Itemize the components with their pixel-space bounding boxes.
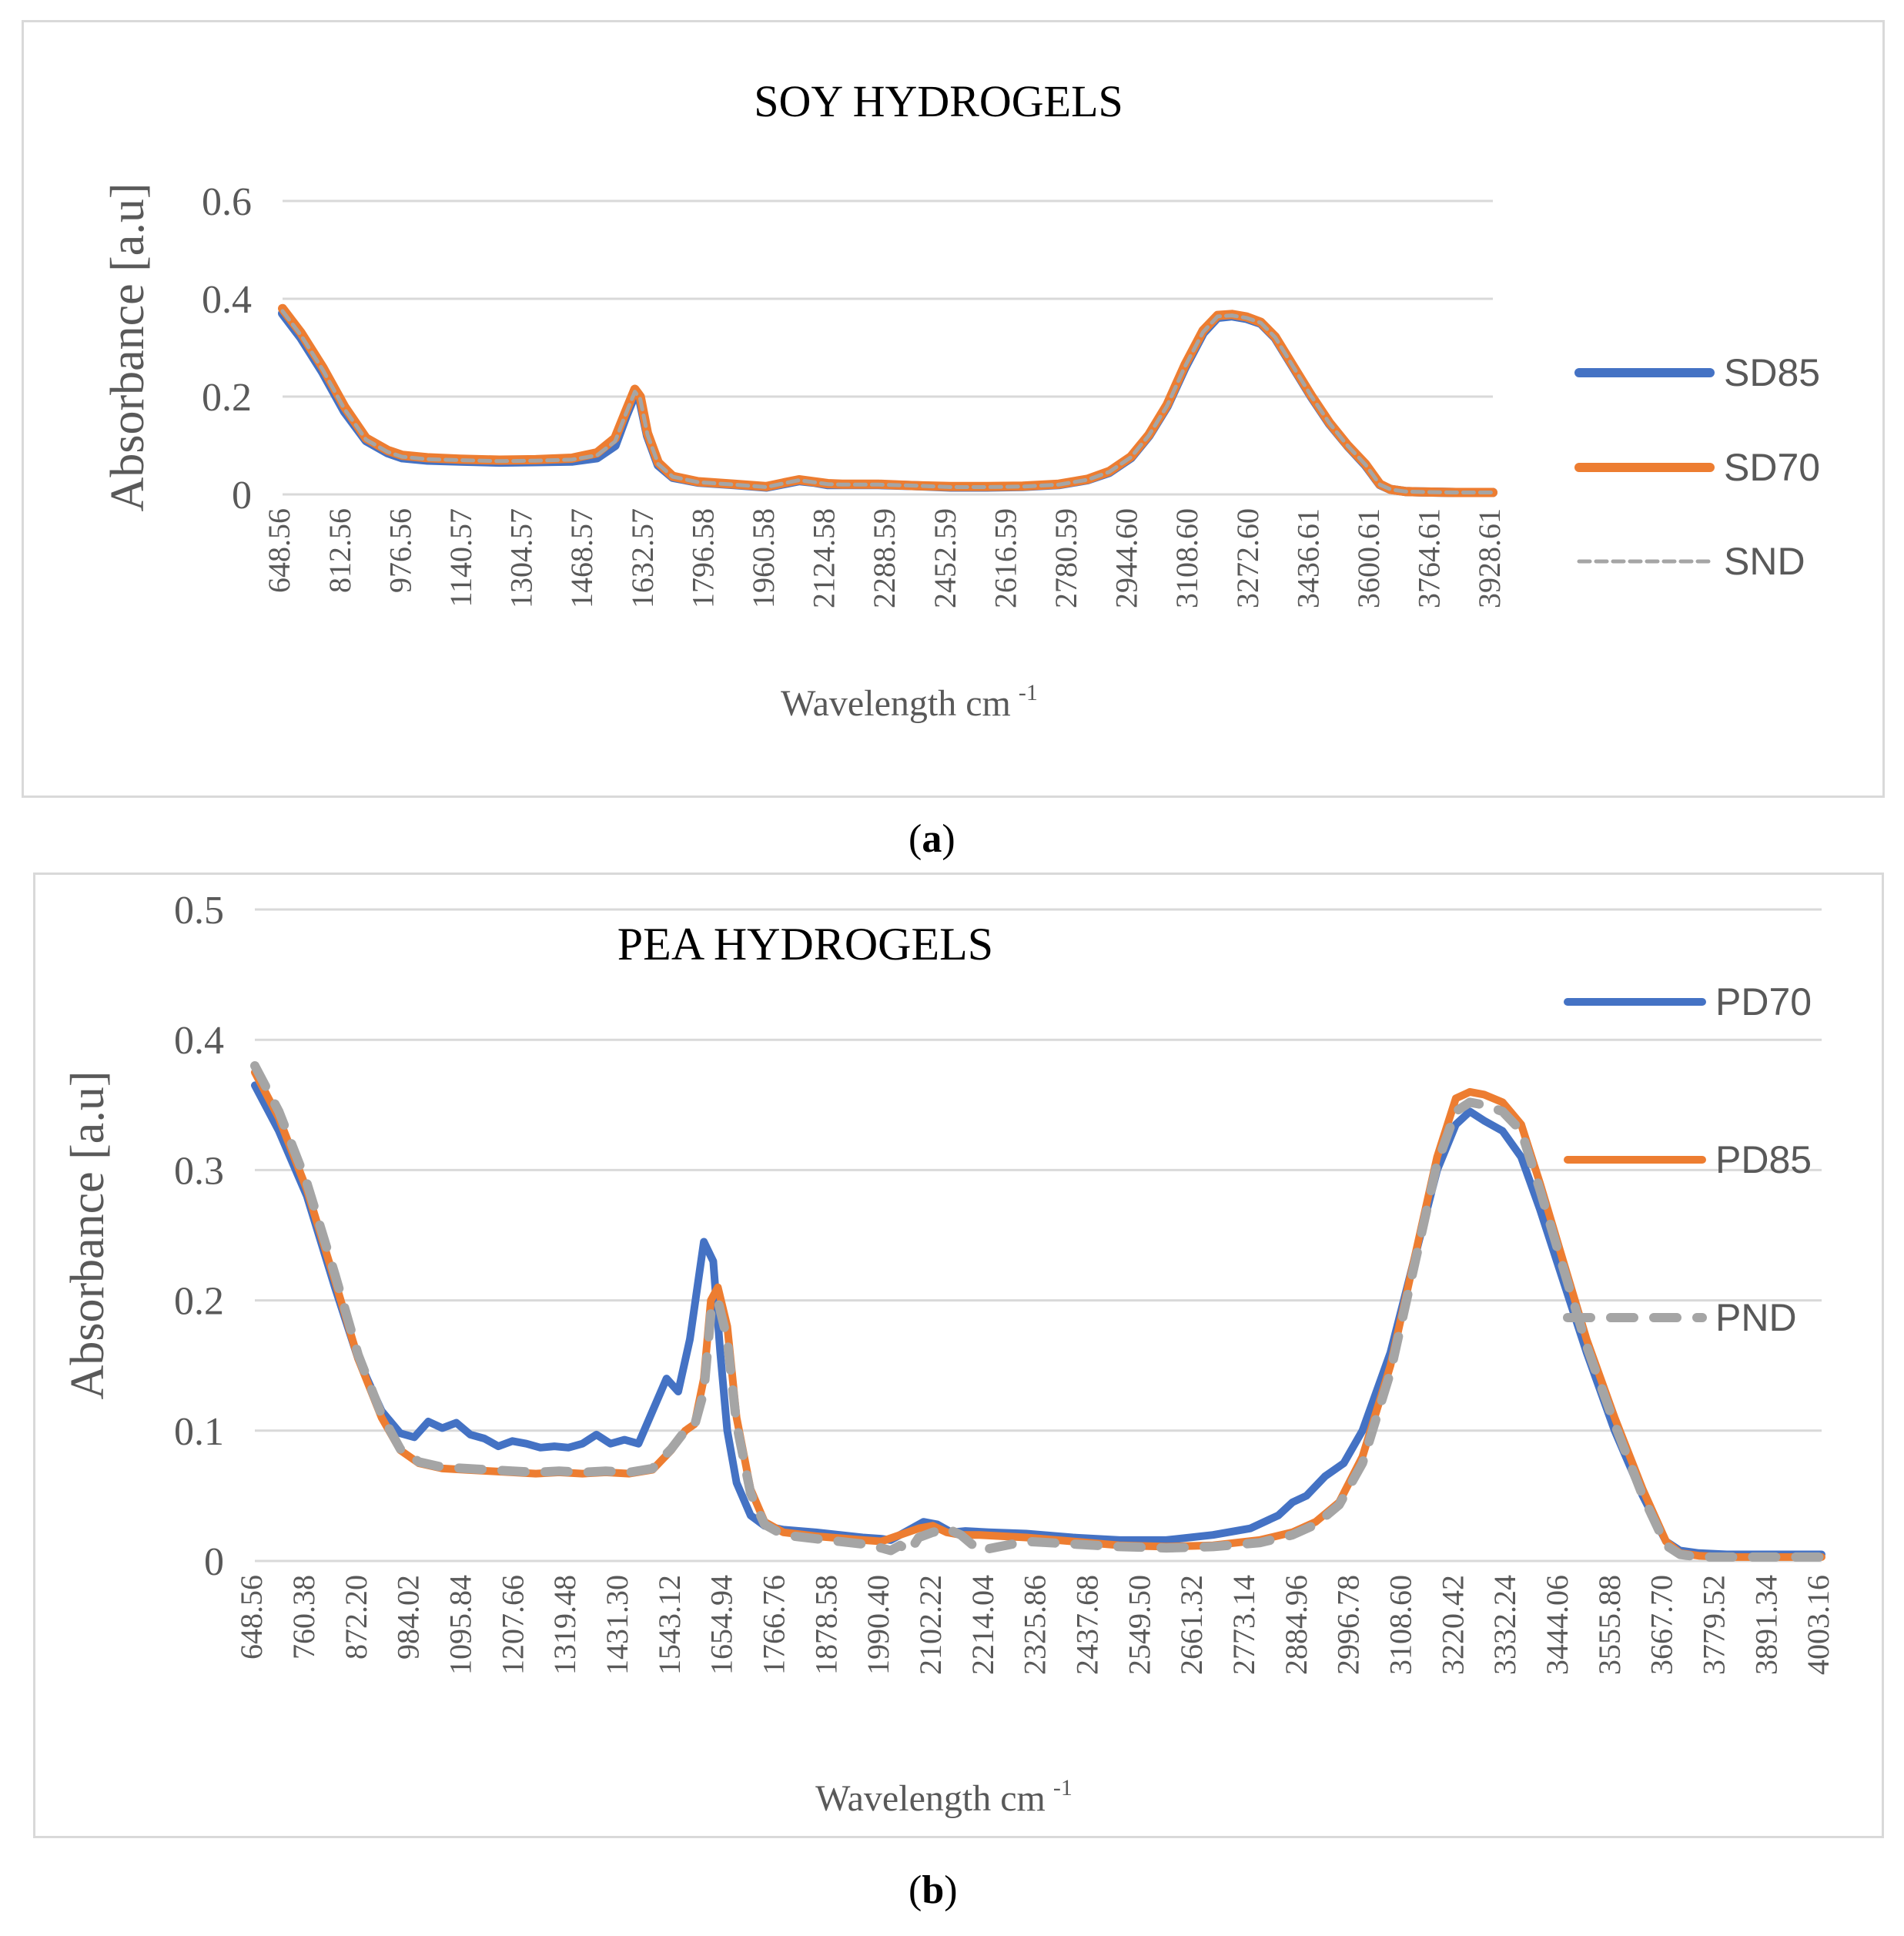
x-tick-label: 2780.59 xyxy=(1049,508,1083,608)
x-tick-label: 1796.58 xyxy=(685,508,720,608)
x-tick-label: 2214.04 xyxy=(965,1575,1000,1675)
x-tick-label: 3436.61 xyxy=(1290,508,1325,608)
chart-title: PEA HYDROGELS xyxy=(617,919,993,970)
x-tick-label: 872.20 xyxy=(339,1575,373,1660)
x-tick-label: 2773.14 xyxy=(1226,1575,1261,1675)
x-tick-label: 1878.58 xyxy=(808,1575,843,1675)
x-tick-label: 1431.30 xyxy=(600,1575,634,1675)
x-tick-label: 4003.16 xyxy=(1801,1575,1835,1675)
y-tick-label: 0.1 xyxy=(174,1410,224,1454)
x-tick-label: 1468.57 xyxy=(564,508,599,608)
x-tick-label: 2437.68 xyxy=(1070,1575,1105,1675)
y-tick-label: 0 xyxy=(232,474,252,517)
x-tick-label: 1632.57 xyxy=(625,508,660,608)
y-tick-label: 0.3 xyxy=(174,1149,224,1193)
caption-b: (b) xyxy=(908,1868,958,1912)
x-tick-label: 1095.84 xyxy=(443,1575,478,1675)
x-tick-label: 1140.57 xyxy=(443,508,478,608)
series-line-pnd xyxy=(250,1061,1826,1562)
x-axis-label-text: Wavelength cm xyxy=(781,683,1011,724)
chart-title: SOY HYDROGELS xyxy=(754,76,1123,126)
x-tick-label: 976.56 xyxy=(383,508,417,593)
x-tick-label: 1319.48 xyxy=(547,1575,582,1675)
caption-a-letter: a xyxy=(922,817,942,861)
y-tick-label: 0.4 xyxy=(174,1019,224,1063)
legend-label-pd70: PD70 xyxy=(1715,980,1812,1023)
y-axis-label: Absorbance [a.u] xyxy=(62,1071,114,1400)
x-tick-label: 1766.76 xyxy=(757,1575,791,1675)
x-tick-label: 3667.70 xyxy=(1645,1575,1679,1675)
x-tick-label: 648.56 xyxy=(262,508,296,593)
y-tick-label: 0.2 xyxy=(202,376,252,420)
x-tick-label: 3272.60 xyxy=(1230,508,1265,608)
legend-label-pnd: PND xyxy=(1715,1296,1797,1339)
x-tick-label: 1543.12 xyxy=(652,1575,687,1675)
legend-label-pd85: PD85 xyxy=(1715,1138,1812,1181)
pea-chart-svg: PEA HYDROGELS 0 0.1 0.2 0.3 0.4 0.5 648.56 760.3… xyxy=(62,889,1835,1819)
x-tick-label: 3779.52 xyxy=(1697,1575,1732,1675)
x-tick-label: 812.56 xyxy=(323,508,357,593)
x-tick-label: 2616.59 xyxy=(988,508,1022,608)
x-tick-label: 984.02 xyxy=(391,1575,426,1660)
x-tick-label: 2884.96 xyxy=(1279,1575,1313,1675)
x-axis-label-superscript: -1 xyxy=(1053,1775,1072,1800)
x-tick-label: 2996.78 xyxy=(1331,1575,1366,1675)
chart-panel-soy: SOY HYDROGELS 0 0.2 0.4 0.6 648.56 812.56 976.5… xyxy=(22,20,1885,798)
legend-label-sd70: SD70 xyxy=(1724,446,1820,489)
x-tick-label: 760.38 xyxy=(286,1575,321,1660)
x-tick-label: 1990.40 xyxy=(861,1575,895,1675)
x-tick-label: 2549.50 xyxy=(1122,1575,1156,1675)
legend-label-snd: SND xyxy=(1724,540,1805,583)
x-tick-label: 1207.66 xyxy=(495,1575,530,1675)
caption-a: (a) xyxy=(908,817,955,861)
x-tick-label: 3891.34 xyxy=(1748,1575,1783,1675)
x-tick-label: 2288.59 xyxy=(867,508,902,608)
caption-b-letter: b xyxy=(922,1868,945,1912)
x-tick-label: 3764.61 xyxy=(1412,508,1447,608)
x-tick-label: 648.56 xyxy=(234,1575,269,1660)
y-tick-label: 0.2 xyxy=(174,1280,224,1324)
x-tick-label: 2661.32 xyxy=(1174,1575,1209,1675)
x-axis-label: Wavelength cm -1 xyxy=(781,680,1038,724)
x-tick-label: 3928.61 xyxy=(1472,508,1507,608)
x-tick-label: 2124.58 xyxy=(807,508,842,608)
series-line-snd xyxy=(280,309,1495,494)
x-tick-label: 3108.60 xyxy=(1170,508,1204,608)
x-axis-label-superscript: -1 xyxy=(1019,680,1038,705)
y-tick-label: 0.6 xyxy=(202,180,252,224)
legend-label-sd85: SD85 xyxy=(1724,351,1820,394)
x-tick-label: 3332.24 xyxy=(1487,1575,1522,1675)
y-axis-label: Absorbance [a.u] xyxy=(102,183,154,512)
x-tick-label: 3600.61 xyxy=(1351,508,1386,608)
x-axis-label-text: Wavelength cm xyxy=(815,1778,1046,1819)
x-tick-label: 3220.42 xyxy=(1435,1575,1470,1675)
x-tick-label: 2102.22 xyxy=(913,1575,948,1675)
x-tick-label: 2944.60 xyxy=(1109,508,1144,608)
y-tick-label: 0.5 xyxy=(174,889,224,933)
soy-chart-svg: SOY HYDROGELS 0 0.2 0.4 0.6 648.56 812.56 976.5… xyxy=(102,76,1820,724)
y-tick-label: 0.4 xyxy=(202,278,252,322)
x-tick-label: 3444.06 xyxy=(1540,1575,1574,1675)
x-tick-label: 1654.94 xyxy=(704,1575,739,1675)
x-tick-label: 3108.60 xyxy=(1384,1575,1418,1675)
x-tick-label: 3555.88 xyxy=(1592,1575,1627,1675)
x-tick-label: 1960.58 xyxy=(746,508,781,608)
y-tick-label: 0 xyxy=(204,1540,224,1584)
x-tick-label: 1304.57 xyxy=(504,508,539,608)
x-tick-label: 2325.86 xyxy=(1018,1575,1052,1675)
x-axis-label: Wavelength cm -1 xyxy=(815,1775,1072,1819)
chart-panel-pea: PEA HYDROGELS 0 0.1 0.2 0.3 0.4 0.5 648.56 760.3… xyxy=(33,873,1884,1838)
x-tick-label: 2452.59 xyxy=(928,508,962,608)
